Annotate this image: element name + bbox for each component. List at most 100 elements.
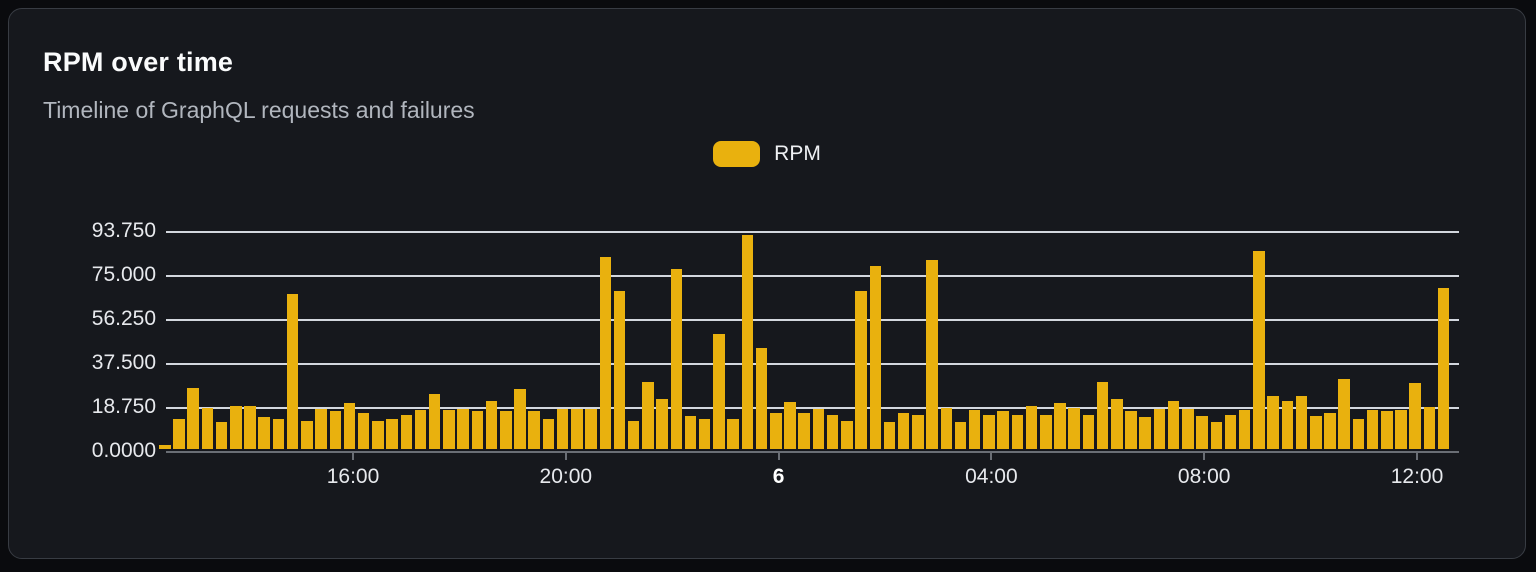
bar[interactable] [443,410,455,449]
bar[interactable] [1224,414,1237,449]
bar[interactable] [1111,398,1123,449]
bar[interactable] [684,416,697,449]
bar[interactable] [400,414,413,449]
bar[interactable] [187,388,199,449]
bar[interactable] [230,405,242,449]
bar[interactable] [343,403,356,449]
bar[interactable] [1054,403,1066,449]
bar[interactable] [1011,414,1024,449]
bar[interactable] [258,417,270,449]
bar[interactable] [599,256,611,449]
bar[interactable] [1310,416,1322,449]
bar[interactable] [159,444,171,449]
bar[interactable] [1437,288,1450,449]
bar[interactable] [1338,378,1350,449]
bar[interactable] [826,414,839,449]
bar[interactable] [1295,396,1308,449]
bar[interactable] [571,409,583,449]
bar[interactable] [201,407,214,449]
bar[interactable] [727,418,739,449]
plot-area: 16:00 20:00 6 04:00 08:00 12:00 [159,231,1459,488]
bar[interactable] [713,334,725,449]
bar[interactable] [770,412,782,449]
bar[interactable] [585,409,597,449]
bar[interactable] [315,409,327,449]
bar[interactable] [528,411,540,449]
bar[interactable] [457,409,469,449]
gridline [166,407,1459,409]
bar[interactable] [613,290,626,449]
bar[interactable] [883,422,896,449]
bar[interactable] [1381,411,1393,449]
bar[interactable] [798,412,810,449]
bar[interactable] [244,405,256,449]
bar[interactable] [940,407,953,449]
bar[interactable] [897,412,910,449]
bar[interactable] [954,422,967,449]
bar[interactable] [1210,422,1223,449]
bar[interactable] [471,411,484,449]
x-axis-tick [1203,451,1206,460]
bar[interactable] [741,234,754,449]
bar[interactable] [301,420,313,449]
bar[interactable] [1096,382,1109,449]
bar[interactable] [272,418,285,449]
bar[interactable] [1409,383,1421,449]
bar[interactable] [286,294,299,449]
bar[interactable] [1025,405,1038,449]
legend-rpm-label: RPM [774,142,821,165]
bar[interactable] [1267,396,1279,449]
bar[interactable] [642,382,654,449]
bar[interactable] [627,420,640,449]
bar[interactable] [1324,412,1336,449]
bar[interactable] [1238,410,1251,449]
legend-rpm-swatch[interactable] [713,141,761,167]
bar[interactable] [670,269,683,449]
bar[interactable] [1082,414,1095,449]
bar[interactable] [1125,411,1137,449]
bar[interactable] [784,402,796,449]
bar[interactable] [1281,400,1294,449]
bar[interactable] [386,418,398,449]
bar[interactable] [983,414,995,449]
chart-title: RPM over time [43,47,234,77]
bar[interactable] [1253,250,1265,449]
bar[interactable] [485,400,498,449]
bar[interactable] [215,422,228,449]
bar[interactable] [656,398,668,449]
bar[interactable] [1139,417,1151,449]
bar[interactable] [1040,414,1052,449]
bar[interactable] [1167,400,1180,449]
bar[interactable] [841,420,853,449]
bar[interactable] [855,290,867,449]
chart-subtitle: Timeline of GraphQL requests and failure… [43,97,475,123]
bar[interactable] [755,348,768,449]
bar[interactable] [912,414,924,449]
bar[interactable] [1423,406,1436,449]
bar[interactable] [997,411,1009,449]
bar[interactable] [173,418,185,449]
bar[interactable] [1395,410,1407,449]
bar[interactable] [812,409,825,449]
bar[interactable] [542,418,555,449]
bar[interactable] [556,409,569,449]
bar[interactable] [1196,416,1208,449]
bar[interactable] [1068,407,1080,449]
bar[interactable] [1182,409,1194,449]
bar[interactable] [869,265,881,449]
bar[interactable] [514,389,526,449]
bar[interactable] [414,410,427,449]
bar[interactable] [1366,410,1379,449]
bar[interactable] [428,393,441,449]
bar[interactable] [1352,418,1365,449]
bar[interactable] [357,412,370,449]
bar[interactable] [926,260,938,449]
bar[interactable] [500,411,512,449]
x-axis-label: 04:00 [965,465,1018,488]
bar[interactable] [329,411,342,449]
y-axis-label: 75.000 [91,263,156,286]
bar[interactable] [1153,409,1166,449]
bar[interactable] [968,410,981,449]
bar[interactable] [698,418,711,449]
bar[interactable] [372,420,384,449]
